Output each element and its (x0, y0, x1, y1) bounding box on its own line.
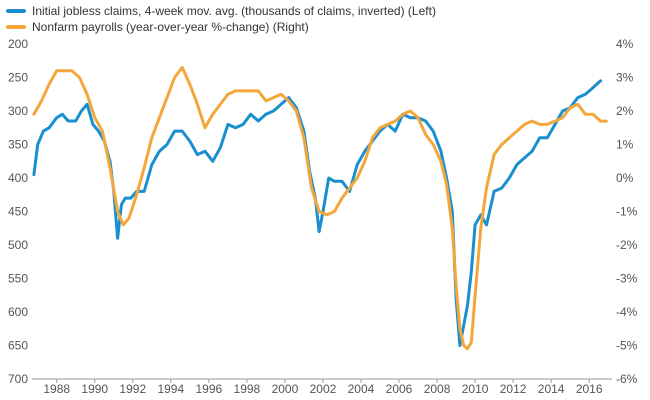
x-tick-label: 2016 (576, 382, 603, 396)
right-tick-label: -3% (616, 272, 638, 286)
left-tick-label: 500 (8, 238, 28, 252)
x-tick-label: 2006 (386, 382, 413, 396)
x-tick-label: 1998 (234, 382, 261, 396)
x-tick-label: 1994 (157, 382, 184, 396)
x-tick-label: 2010 (462, 382, 489, 396)
right-axis-ticks: 4% 3% 2% 1% 0% -1% -2% -3% -4% -5% -6% (616, 37, 638, 386)
right-tick-label: 1% (616, 138, 634, 152)
legend-swatch-claims (6, 9, 26, 13)
series-line-nonfarm-payrolls (32, 65, 608, 351)
x-tick-label: 2004 (348, 382, 375, 396)
right-tick-label: 2% (616, 104, 634, 118)
left-tick-label: 450 (8, 205, 28, 219)
left-tick-label: 700 (8, 372, 28, 386)
right-tick-label: -5% (616, 339, 638, 353)
right-tick-label: 0% (616, 171, 634, 185)
right-tick-label: 3% (616, 71, 634, 85)
left-tick-label: 400 (8, 171, 28, 185)
x-tick-label: 2008 (424, 382, 451, 396)
series-group (32, 65, 608, 351)
left-tick-label: 200 (8, 37, 28, 51)
x-tick-label: 1996 (196, 382, 223, 396)
x-axis-ticks: 1988 1990 1992 1994 1996 1998 2000 2002 2004 2006… (43, 379, 603, 396)
left-tick-label: 650 (8, 339, 28, 353)
right-tick-label: -6% (616, 372, 638, 386)
legend-label-payrolls: Nonfarm payrolls (year-over-year %-chang… (32, 20, 309, 34)
x-tick-label: 2002 (310, 382, 337, 396)
right-tick-label: -4% (616, 305, 638, 319)
x-tick-label: 1992 (119, 382, 146, 396)
legend: Initial jobless claims, 4-week mov. avg.… (6, 3, 436, 35)
legend-swatch-payrolls (6, 25, 26, 29)
left-tick-label: 600 (8, 305, 28, 319)
right-tick-label: 4% (616, 37, 634, 51)
right-tick-label: -1% (616, 205, 638, 219)
left-tick-label: 350 (8, 138, 28, 152)
right-tick-label: -2% (616, 238, 638, 252)
left-axis-ticks: 200 250 300 350 400 450 500 550 600 650 700 (8, 37, 28, 386)
legend-item-payrolls: Nonfarm payrolls (year-over-year %-chang… (6, 19, 436, 35)
legend-item-claims: Initial jobless claims, 4-week mov. avg.… (6, 3, 436, 19)
left-tick-label: 550 (8, 272, 28, 286)
left-tick-label: 300 (8, 104, 28, 118)
left-tick-label: 250 (8, 71, 28, 85)
x-tick-label: 2012 (500, 382, 527, 396)
legend-label-claims: Initial jobless claims, 4-week mov. avg.… (32, 4, 436, 18)
x-tick-label: 1988 (43, 382, 70, 396)
x-tick-label: 1990 (81, 382, 108, 396)
x-tick-label: 2014 (538, 382, 565, 396)
x-tick-label: 2000 (272, 382, 299, 396)
